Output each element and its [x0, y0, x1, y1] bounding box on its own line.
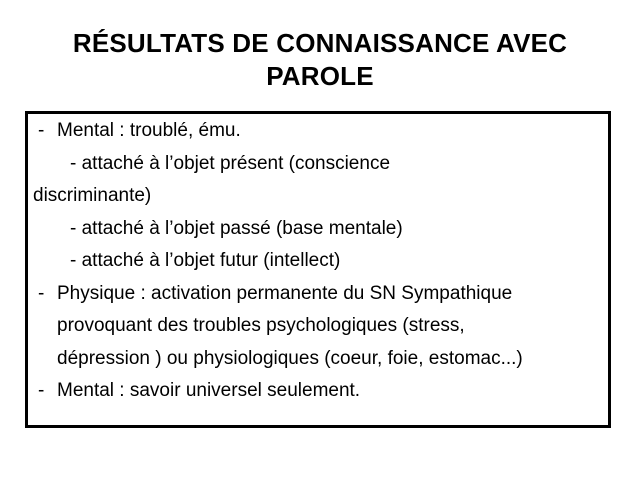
bullet-text: dépression ) ou physiologiques (coeur, f…	[57, 347, 523, 369]
bullet-dash: -	[38, 120, 45, 141]
bullet-item-mental-trouble: - Mental : troublé, ému.	[33, 115, 604, 148]
bullet-dash: -	[38, 380, 45, 401]
bullet-text: Mental : savoir universel seulement.	[57, 380, 361, 401]
content-box: - Mental : troublé, ému. - attaché à l’o…	[25, 111, 611, 428]
sub-item-objet-passe: - attaché à l’objet passé (base mentale)	[33, 213, 604, 246]
sub-item-line: - attaché à l’objet futur (intellect)	[70, 250, 341, 271]
bullet-dash: -	[38, 282, 45, 304]
bullet-item-physique: - Physique : activation permanente du SN…	[33, 278, 604, 376]
bullet-text: provoquant des troubles psychologiques (…	[57, 315, 465, 336]
sub-item-objet-present: - attaché à l’objet présent (conscience …	[33, 148, 604, 213]
sub-item-line: - attaché à l’objet passé (base mentale)	[70, 217, 403, 239]
slide-title-line-2: PAROLE	[266, 61, 374, 91]
sub-item-line: discriminante)	[33, 185, 152, 206]
sub-item-line: - attaché à l’objet présent (conscience	[70, 152, 391, 174]
bullet-text: Mental : troublé, ému.	[57, 120, 241, 141]
bullet-item-mental-savoir: - Mental : savoir universel seulement.	[33, 375, 604, 408]
slide-title-line-1: RÉSULTATS DE CONNAISSANCE AVEC	[72, 28, 568, 58]
sub-item-objet-futur: - attaché à l’objet futur (intellect)	[33, 245, 604, 278]
bullet-text: Physique : activation permanente du SN S…	[57, 282, 513, 304]
slide-title: RÉSULTATS DE CONNAISSANCE AVEC PAROLE	[0, 27, 640, 93]
